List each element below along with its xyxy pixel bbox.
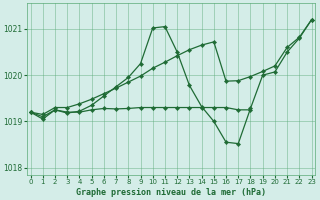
X-axis label: Graphe pression niveau de la mer (hPa): Graphe pression niveau de la mer (hPa) <box>76 188 266 197</box>
